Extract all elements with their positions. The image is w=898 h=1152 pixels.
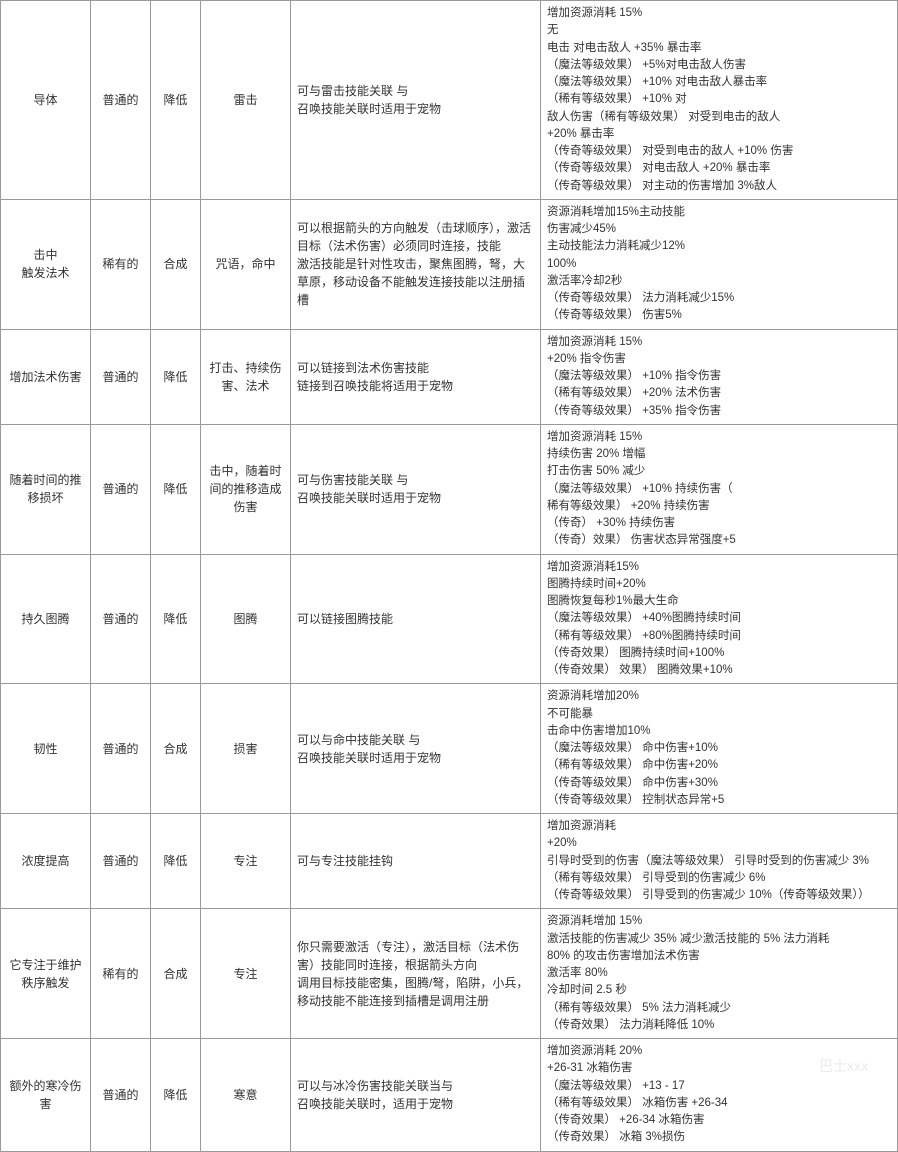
cell-effect: 增加资源消耗 15%+20% 指令伤害（魔法等级效果） +10% 指令伤害（稀有… [541, 329, 898, 424]
cell-desc: 可与雷击技能关联 与召唤技能关联时适用于宠物 [291, 1, 541, 200]
table-row: 击中触发法术稀有的合成咒语，命中可以根据箭头的方向触发（击球顺序），激活目标（法… [1, 199, 898, 329]
cell-name: 随着时间的推移损坏 [1, 424, 91, 554]
cell-rarity: 普通的 [91, 814, 151, 909]
cell-rarity: 普通的 [91, 1, 151, 200]
cell-rarity: 普通的 [91, 424, 151, 554]
cell-desc: 可以与冰冷伤害技能关联当与召唤技能关联时，适用于宠物 [291, 1039, 541, 1152]
cell-rarity: 普通的 [91, 329, 151, 424]
table-row: 浓度提高普通的降低专注可与专注技能挂钩增加资源消耗+20%引导时受到的伤害（魔法… [1, 814, 898, 909]
table-row: 韧性普通的合成损害可以与命中技能关联 与召唤技能关联时适用于宠物资源消耗增加20… [1, 684, 898, 814]
cell-name: 它专注于维护秩序触发 [1, 909, 91, 1039]
cell-name: 浓度提高 [1, 814, 91, 909]
table-row: 随着时间的推移损坏普通的降低击中，随着时间的推移造成伤害可与伤害技能关联 与召唤… [1, 424, 898, 554]
cell-name: 持久图腾 [1, 554, 91, 684]
cell-effect: 增加资源消耗15%图腾持续时间+20%图腾恢复每秒1%最大生命（魔法等级效果） … [541, 554, 898, 684]
cell-type: 合成 [151, 199, 201, 329]
cell-desc: 你只需要激活（专注），激活目标（法术伤害）技能同时连接，根据箭头方向调用目标技能… [291, 909, 541, 1039]
cell-desc: 可以与命中技能关联 与召唤技能关联时适用于宠物 [291, 684, 541, 814]
cell-tag: 咒语，命中 [201, 199, 291, 329]
cell-name: 增加法术伤害 [1, 329, 91, 424]
cell-rarity: 普通的 [91, 684, 151, 814]
cell-type: 降低 [151, 814, 201, 909]
cell-tag: 击中，随着时间的推移造成伤害 [201, 424, 291, 554]
cell-tag: 专注 [201, 814, 291, 909]
table-row: 导体普通的降低雷击可与雷击技能关联 与召唤技能关联时适用于宠物增加资源消耗 15… [1, 1, 898, 200]
cell-effect: 资源消耗增加20%不可能暴击命中伤害增加10%（魔法等级效果） 命中伤害+10%… [541, 684, 898, 814]
cell-effect: 增加资源消耗 15%无电击 对电击敌人 +35% 暴击率（魔法等级效果） +5%… [541, 1, 898, 200]
cell-rarity: 稀有的 [91, 199, 151, 329]
cell-rarity: 普通的 [91, 1039, 151, 1152]
cell-type: 降低 [151, 1039, 201, 1152]
cell-desc: 可以链接到法术伤害技能链接到召唤技能将适用于宠物 [291, 329, 541, 424]
table-row: 增加法术伤害普通的降低打击、持续伤害、法术可以链接到法术伤害技能链接到召唤技能将… [1, 329, 898, 424]
cell-effect: 增加资源消耗 20%+26-31 冰箱伤害（魔法等级效果） +13 - 17（稀… [541, 1039, 898, 1152]
cell-type: 合成 [151, 909, 201, 1039]
table-row: 持久图腾普通的降低图腾可以链接图腾技能增加资源消耗15%图腾持续时间+20%图腾… [1, 554, 898, 684]
cell-tag: 寒意 [201, 1039, 291, 1152]
cell-name: 韧性 [1, 684, 91, 814]
cell-effect: 资源消耗增加15%主动技能伤害减少45%主动技能法力消耗减少12%100%激活率… [541, 199, 898, 329]
cell-desc: 可以根据箭头的方向触发（击球顺序），激活目标（法术伤害）必须同时连接，技能激活技… [291, 199, 541, 329]
cell-type: 降低 [151, 329, 201, 424]
cell-tag: 损害 [201, 684, 291, 814]
cell-desc: 可与专注技能挂钩 [291, 814, 541, 909]
cell-effect: 资源消耗增加 15%激活技能的伤害减少 35% 减少激活技能的 5% 法力消耗8… [541, 909, 898, 1039]
cell-rarity: 普通的 [91, 554, 151, 684]
cell-desc: 可与伤害技能关联 与召唤技能关联时适用于宠物 [291, 424, 541, 554]
cell-type: 合成 [151, 684, 201, 814]
cell-name: 击中触发法术 [1, 199, 91, 329]
cell-rarity: 稀有的 [91, 909, 151, 1039]
cell-type: 降低 [151, 424, 201, 554]
cell-type: 降低 [151, 554, 201, 684]
cell-effect: 增加资源消耗+20%引导时受到的伤害（魔法等级效果） 引导时受到的伤害减少 3%… [541, 814, 898, 909]
cell-effect: 增加资源消耗 15%持续伤害 20% 增幅打击伤害 50% 减少（魔法等级效果）… [541, 424, 898, 554]
cell-type: 降低 [151, 1, 201, 200]
table-row: 它专注于维护秩序触发稀有的合成专注你只需要激活（专注），激活目标（法术伤害）技能… [1, 909, 898, 1039]
cell-tag: 图腾 [201, 554, 291, 684]
cell-tag: 专注 [201, 909, 291, 1039]
cell-desc: 可以链接图腾技能 [291, 554, 541, 684]
cell-tag: 雷击 [201, 1, 291, 200]
cell-name: 导体 [1, 1, 91, 200]
cell-name: 额外的寒冷伤害 [1, 1039, 91, 1152]
skills-table: 导体普通的降低雷击可与雷击技能关联 与召唤技能关联时适用于宠物增加资源消耗 15… [0, 0, 898, 1152]
table-row: 额外的寒冷伤害普通的降低寒意可以与冰冷伤害技能关联当与召唤技能关联时，适用于宠物… [1, 1039, 898, 1152]
cell-tag: 打击、持续伤害、法术 [201, 329, 291, 424]
